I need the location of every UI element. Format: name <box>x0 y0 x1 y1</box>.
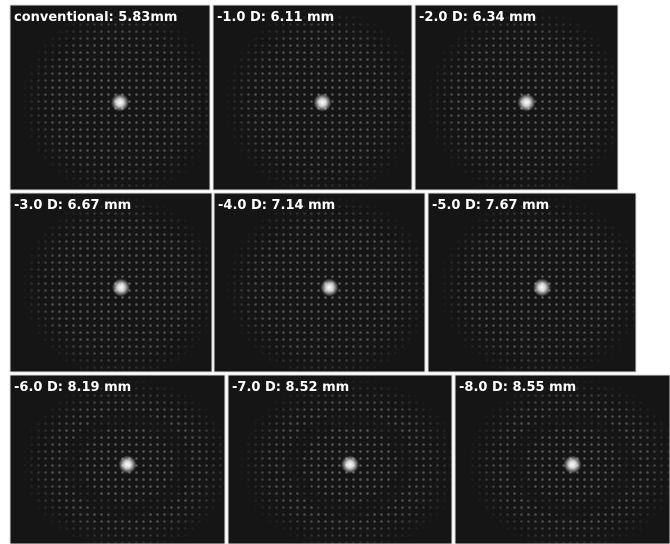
panel-label: -4.0 D: 7.14 mm <box>218 198 335 213</box>
central-spot <box>314 94 332 112</box>
panel: -3.0 D: 6.67 mm <box>10 193 212 372</box>
panel: -7.0 D: 8.52 mm <box>228 375 452 544</box>
panel-label: -2.0 D: 6.34 mm <box>419 10 536 25</box>
spot-pattern <box>415 5 618 190</box>
central-spot <box>533 279 551 297</box>
panel: -2.0 D: 6.34 mm <box>415 5 618 190</box>
panel-label: -1.0 D: 6.11 mm <box>217 10 334 25</box>
spot-pattern <box>213 5 412 190</box>
spot-pattern <box>214 193 425 372</box>
panel: -4.0 D: 7.14 mm <box>214 193 425 372</box>
central-spot <box>341 456 359 474</box>
figure-canvas: conventional: 5.83mm -1.0 D: 6.11 mm -2.0 … <box>0 0 670 544</box>
central-spot <box>111 94 129 112</box>
spot-pattern <box>10 375 225 544</box>
panel-label: -7.0 D: 8.52 mm <box>232 380 349 395</box>
central-spot <box>518 94 536 112</box>
panel-label: -6.0 D: 8.19 mm <box>14 380 131 395</box>
spot-pattern <box>10 5 210 190</box>
panel: -8.0 D: 8.55 mm <box>455 375 670 544</box>
panel: -5.0 D: 7.67 mm <box>428 193 636 372</box>
spot-pattern <box>428 193 636 372</box>
spot-pattern <box>228 375 452 544</box>
panel-label: conventional: 5.83mm <box>14 10 177 25</box>
panel-label: -8.0 D: 8.55 mm <box>459 380 576 395</box>
panel: -6.0 D: 8.19 mm <box>10 375 225 544</box>
panel: conventional: 5.83mm <box>10 5 210 190</box>
central-spot <box>119 456 137 474</box>
spot-pattern <box>10 193 212 372</box>
panel-label: -3.0 D: 6.67 mm <box>14 198 131 213</box>
central-spot <box>112 279 130 297</box>
panel: -1.0 D: 6.11 mm <box>213 5 412 190</box>
central-spot <box>564 456 582 474</box>
figure: conventional: 5.83mm -1.0 D: 6.11 mm -2.0 … <box>0 0 670 544</box>
central-spot <box>321 279 339 297</box>
spot-pattern <box>455 375 670 544</box>
panel-label: -5.0 D: 7.67 mm <box>432 198 549 213</box>
